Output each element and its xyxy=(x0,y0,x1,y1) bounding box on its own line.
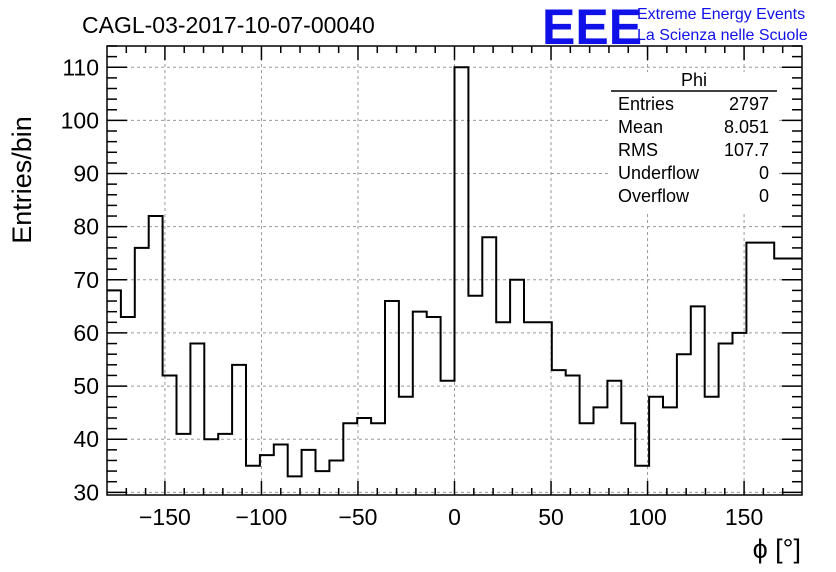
x-tick-label: −150 xyxy=(139,504,191,530)
x-axis-label: ϕ [°] xyxy=(753,534,801,564)
eee-logo: EEE Extreme Energy Events La Scienza nel… xyxy=(542,0,808,55)
y-tick-labels: 30 40 50 60 70 80 90 100 110 xyxy=(61,54,99,505)
y-tick-label: 50 xyxy=(73,373,99,399)
chart-title: CAGL-03-2017-10-07-00040 xyxy=(82,12,375,38)
stats-label: Overflow xyxy=(618,186,690,206)
y-tick-label: 100 xyxy=(61,107,99,133)
y-tick-label: 110 xyxy=(62,54,99,80)
stats-label: Entries xyxy=(618,94,674,114)
y-tick-label: 40 xyxy=(73,426,99,452)
stats-rows: Entries 2797 Mean 8.051 RMS 107.7 Underflow 0 Ov… xyxy=(618,94,769,206)
axis-ticks xyxy=(107,45,802,495)
x-tick-label: 150 xyxy=(725,504,763,530)
x-tick-label: 100 xyxy=(628,504,666,530)
stats-label: Underflow xyxy=(618,163,700,183)
y-tick-label: 90 xyxy=(73,161,99,187)
stats-value: 8.051 xyxy=(724,117,769,137)
stats-title: Phi xyxy=(681,70,707,90)
histogram-outline xyxy=(107,66,802,478)
logo-line-2: La Scienza nelle Scuole xyxy=(637,27,808,44)
stats-box: Phi Entries 2797 Mean 8.051 RMS 107.7 Underflo… xyxy=(611,70,777,212)
y-axis-label: Entries/bin xyxy=(7,116,37,244)
stats-value: 0 xyxy=(759,186,769,206)
x-tick-labels: −150 −100 −50 0 50 100 150 xyxy=(139,504,763,530)
x-tick-label: 50 xyxy=(538,504,564,530)
logo-line-1: Extreme Energy Events xyxy=(637,6,805,23)
x-tick-label: −50 xyxy=(338,504,377,530)
stats-value: 0 xyxy=(759,163,769,183)
y-tick-label: 60 xyxy=(73,320,99,346)
y-tick-label: 30 xyxy=(73,479,99,505)
y-tick-label: 80 xyxy=(73,214,99,240)
stats-label: Mean xyxy=(618,117,663,137)
stats-box-background xyxy=(611,72,777,212)
x-tick-label: 0 xyxy=(448,504,461,530)
stats-value: 107.7 xyxy=(724,140,769,160)
stats-value: 2797 xyxy=(729,94,769,114)
stats-label: RMS xyxy=(618,140,658,160)
y-tick-label: 70 xyxy=(73,267,99,293)
x-tick-label: −100 xyxy=(236,504,288,530)
